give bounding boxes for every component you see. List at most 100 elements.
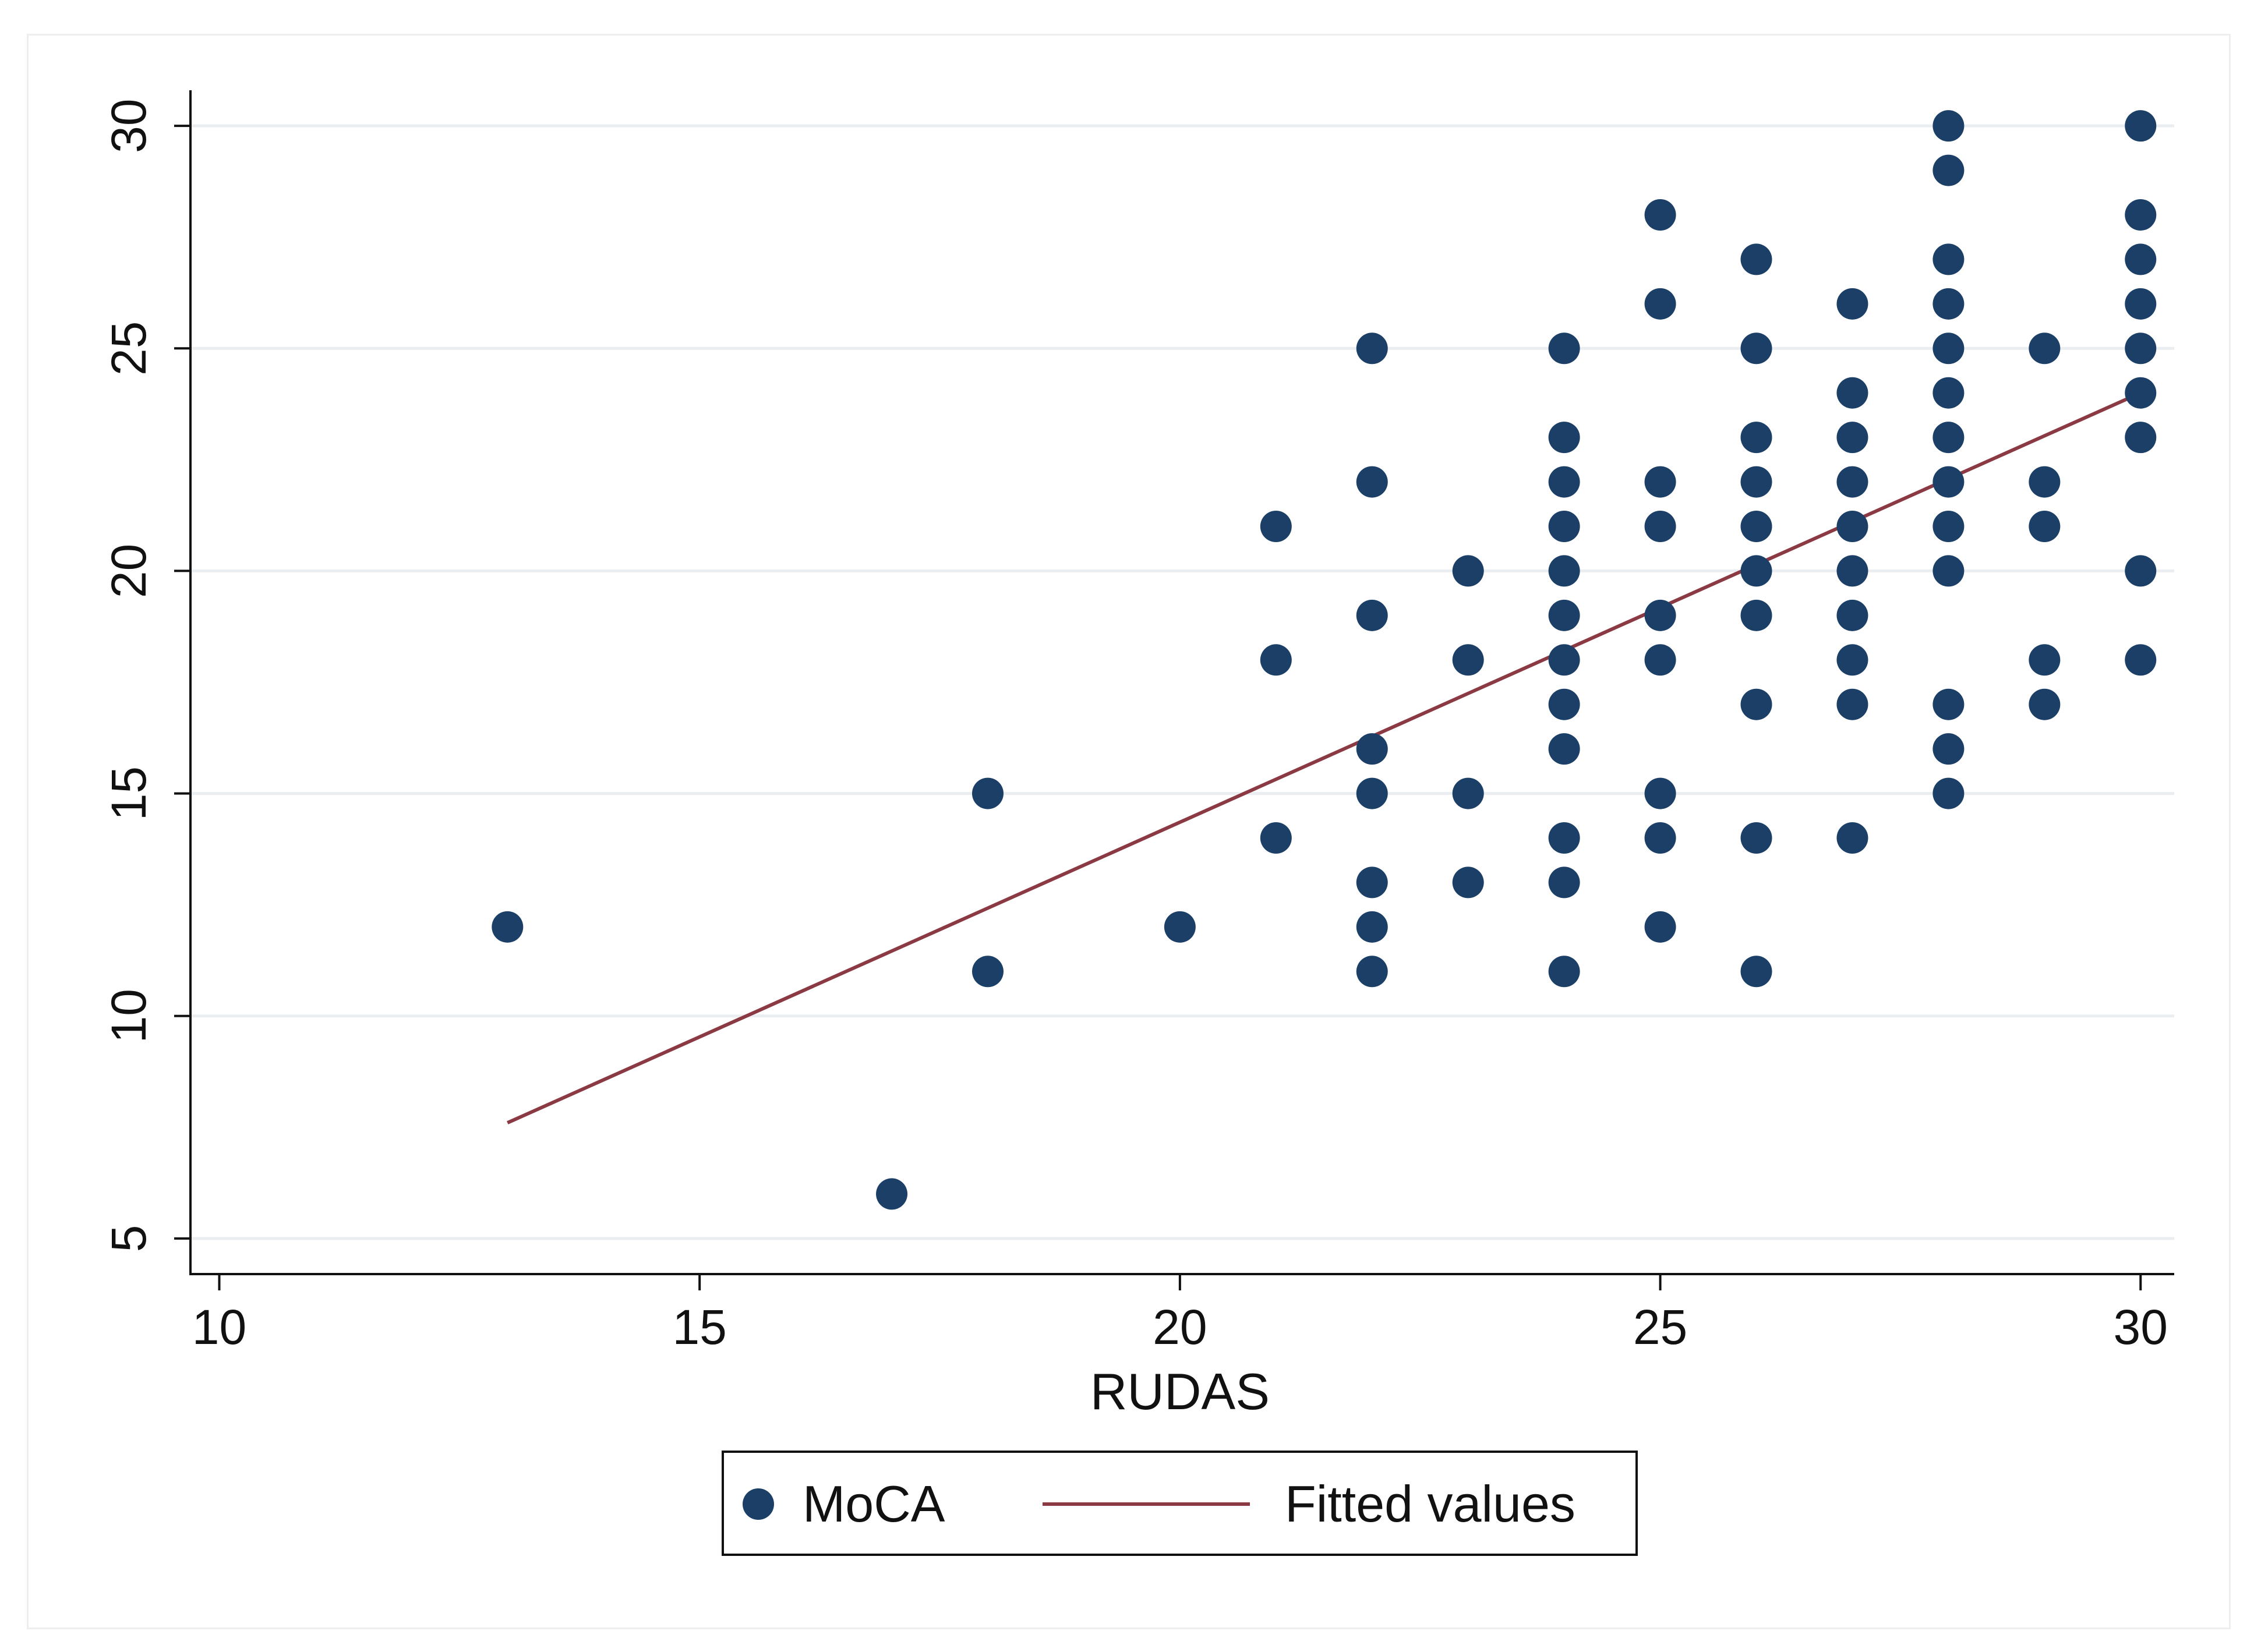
- moca-point: [2029, 688, 2061, 720]
- moca-point: [1740, 822, 1772, 854]
- moca-point: [1644, 511, 1676, 542]
- moca-point: [2125, 110, 2157, 142]
- moca-point: [2125, 377, 2157, 409]
- moca-point: [1548, 733, 1580, 765]
- y-tick-label-10: 10: [101, 989, 156, 1043]
- moca-point: [1644, 288, 1676, 320]
- moca-point: [1548, 822, 1580, 854]
- moca-point: [1356, 777, 1388, 809]
- moca-point: [1452, 777, 1484, 809]
- moca-point: [1548, 555, 1580, 587]
- legend: MoCA Fitted values: [722, 1451, 1638, 1556]
- y-tick-label-25: 25: [101, 321, 156, 376]
- x-tick-label-10: 10: [192, 1300, 246, 1354]
- x-tick-label-15: 15: [672, 1300, 726, 1354]
- moca-point: [1836, 288, 1868, 320]
- moca-point: [1644, 199, 1676, 231]
- moca-point: [2125, 332, 2157, 365]
- x-tick-label-20: 20: [1153, 1300, 1207, 1354]
- y-tick-label-15: 15: [101, 766, 156, 820]
- moca-point: [1356, 466, 1388, 498]
- moca-point: [2029, 644, 2061, 676]
- moca-point: [1644, 822, 1676, 854]
- moca-point: [1836, 422, 1868, 454]
- moca-point: [2125, 199, 2157, 231]
- moca-point: [1932, 288, 1965, 320]
- moca-point: [1836, 555, 1868, 587]
- moca-point: [2125, 555, 2157, 587]
- moca-point: [1932, 555, 1965, 587]
- moca-point: [1548, 599, 1580, 631]
- moca-point: [1836, 466, 1868, 498]
- moca-point: [1740, 466, 1772, 498]
- moca-point: [1356, 599, 1388, 631]
- moca-point: [1356, 956, 1388, 988]
- x-axis-ticks: 10 15 20 25 30: [192, 1274, 2168, 1354]
- moca-point: [1644, 466, 1676, 498]
- moca-point: [1548, 866, 1580, 898]
- moca-point: [1932, 688, 1965, 720]
- moca-point: [1260, 822, 1292, 854]
- y-axis-ticks: 5 10 15 20 25 30: [101, 98, 190, 1252]
- moca-point: [1836, 599, 1868, 631]
- moca-point: [1548, 956, 1580, 988]
- moca-point: [1932, 422, 1965, 454]
- y-tick-label-30: 30: [101, 98, 156, 153]
- moca-point: [2125, 644, 2157, 676]
- moca-point: [1932, 466, 1965, 498]
- moca-point: [1644, 911, 1676, 943]
- moca-point: [1836, 822, 1868, 854]
- moca-point: [1548, 332, 1580, 365]
- moca-point: [1644, 599, 1676, 631]
- moca-point: [1548, 511, 1580, 542]
- moca-point: [971, 956, 1004, 988]
- moca-point: [1740, 243, 1772, 275]
- moca-point: [1932, 243, 1965, 275]
- moca-point: [1932, 733, 1965, 765]
- moca-point: [1740, 511, 1772, 542]
- moca-point: [1356, 911, 1388, 943]
- moca-point: [1740, 599, 1772, 631]
- moca-point: [1452, 866, 1484, 898]
- moca-point: [1644, 777, 1676, 809]
- moca-point: [2029, 332, 2061, 365]
- y-tick-label-20: 20: [101, 544, 156, 598]
- moca-point: [1548, 688, 1580, 720]
- moca-point: [1932, 110, 1965, 142]
- x-tick-label-30: 30: [2114, 1300, 2168, 1354]
- moca-point: [2125, 288, 2157, 320]
- moca-point: [1740, 688, 1772, 720]
- moca-point: [2029, 511, 2061, 542]
- moca-point: [1356, 332, 1388, 365]
- moca-point: [1740, 422, 1772, 454]
- moca-point: [1356, 866, 1388, 898]
- moca-point: [1548, 422, 1580, 454]
- moca-point: [1932, 332, 1965, 365]
- legend-moca-marker: [743, 1488, 774, 1520]
- fitted-line-layer: [507, 391, 2142, 1124]
- moca-point: [1836, 377, 1868, 409]
- moca-point: [1260, 511, 1292, 542]
- fitted-values-line: [507, 391, 2142, 1124]
- moca-point: [1932, 377, 1965, 409]
- moca-point: [1548, 644, 1580, 676]
- scatter-points: [492, 110, 2157, 1210]
- moca-point: [1260, 644, 1292, 676]
- moca-point: [1740, 332, 1772, 365]
- moca-point: [1740, 956, 1772, 988]
- moca-point: [971, 777, 1004, 809]
- moca-point: [2029, 466, 2061, 498]
- moca-point: [1932, 777, 1965, 809]
- moca-point: [1356, 733, 1388, 765]
- moca-point: [1836, 644, 1868, 676]
- moca-point: [1452, 555, 1484, 587]
- moca-point: [1932, 511, 1965, 542]
- moca-point: [492, 911, 524, 943]
- moca-point: [1836, 511, 1868, 542]
- moca-point: [876, 1178, 908, 1210]
- moca-point: [1836, 688, 1868, 720]
- y-tick-label-5: 5: [101, 1225, 156, 1252]
- legend-fitted-label: Fitted values: [1285, 1475, 1575, 1533]
- moca-point: [1548, 466, 1580, 498]
